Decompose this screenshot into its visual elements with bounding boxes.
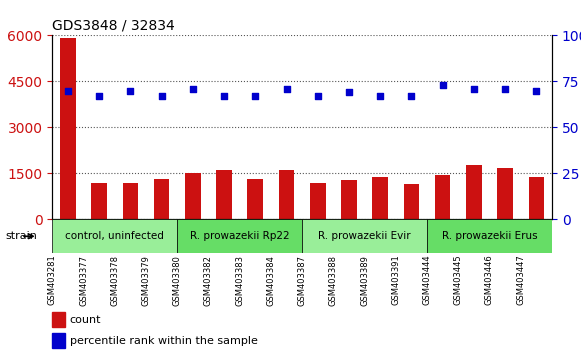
Text: GSM403378: GSM403378 (110, 255, 119, 306)
Text: GSM403384: GSM403384 (267, 255, 275, 306)
Point (345, 90, 354, 95)
Bar (52, 312, 64, 327)
Point (500, 86, 510, 92)
Bar (248, 179, 263, 219)
Bar (497, 168, 513, 219)
Text: GSM403447: GSM403447 (517, 255, 525, 306)
Point (63, 88, 73, 93)
Text: GSM403281: GSM403281 (48, 255, 57, 306)
Text: GSM403446: GSM403446 (485, 255, 494, 306)
Text: GSM403389: GSM403389 (360, 255, 369, 306)
Text: GSM403444: GSM403444 (422, 255, 432, 306)
Bar (154, 179, 170, 219)
Text: strain: strain (5, 231, 37, 241)
Text: GSM403387: GSM403387 (297, 255, 307, 306)
Bar (404, 184, 419, 219)
FancyBboxPatch shape (302, 219, 427, 253)
Text: GSM403377: GSM403377 (79, 255, 88, 306)
FancyBboxPatch shape (427, 219, 552, 253)
Text: GSM403380: GSM403380 (173, 255, 182, 306)
FancyBboxPatch shape (52, 219, 177, 253)
Text: GDS3848 / 32834: GDS3848 / 32834 (52, 19, 175, 33)
Bar (279, 170, 295, 219)
Text: GSM403445: GSM403445 (454, 255, 462, 306)
Text: percentile rank within the sample: percentile rank within the sample (70, 336, 257, 346)
Bar (60, 39, 76, 219)
Point (469, 86, 479, 92)
Point (220, 93, 229, 99)
Text: R. prowazekii Evir: R. prowazekii Evir (318, 231, 411, 241)
Bar (341, 179, 357, 219)
Point (375, 93, 385, 99)
Bar (310, 183, 325, 219)
Text: GSM403391: GSM403391 (392, 255, 400, 306)
Text: GSM403383: GSM403383 (235, 255, 244, 306)
Bar (529, 177, 544, 219)
Point (157, 93, 166, 99)
Bar (466, 165, 482, 219)
Point (407, 93, 416, 99)
Point (282, 86, 291, 92)
Text: R. prowazekii Erus: R. prowazekii Erus (442, 231, 537, 241)
Text: R. prowazekii Rp22: R. prowazekii Rp22 (190, 231, 289, 241)
Bar (372, 177, 388, 219)
Point (532, 88, 541, 93)
Point (313, 93, 322, 99)
Point (125, 88, 135, 93)
Bar (185, 173, 200, 219)
Text: GSM403379: GSM403379 (142, 255, 150, 306)
FancyBboxPatch shape (177, 219, 302, 253)
Point (188, 86, 198, 92)
Bar (91, 183, 107, 219)
Bar (216, 170, 232, 219)
Bar (123, 183, 138, 219)
Point (250, 93, 260, 99)
Bar (52, 333, 64, 348)
Text: control, uninfected: control, uninfected (65, 231, 164, 241)
Point (95, 93, 104, 99)
Bar (435, 175, 450, 219)
Text: GSM403388: GSM403388 (329, 255, 338, 306)
Point (438, 82, 447, 88)
Text: GSM403382: GSM403382 (204, 255, 213, 306)
Text: count: count (70, 315, 101, 325)
